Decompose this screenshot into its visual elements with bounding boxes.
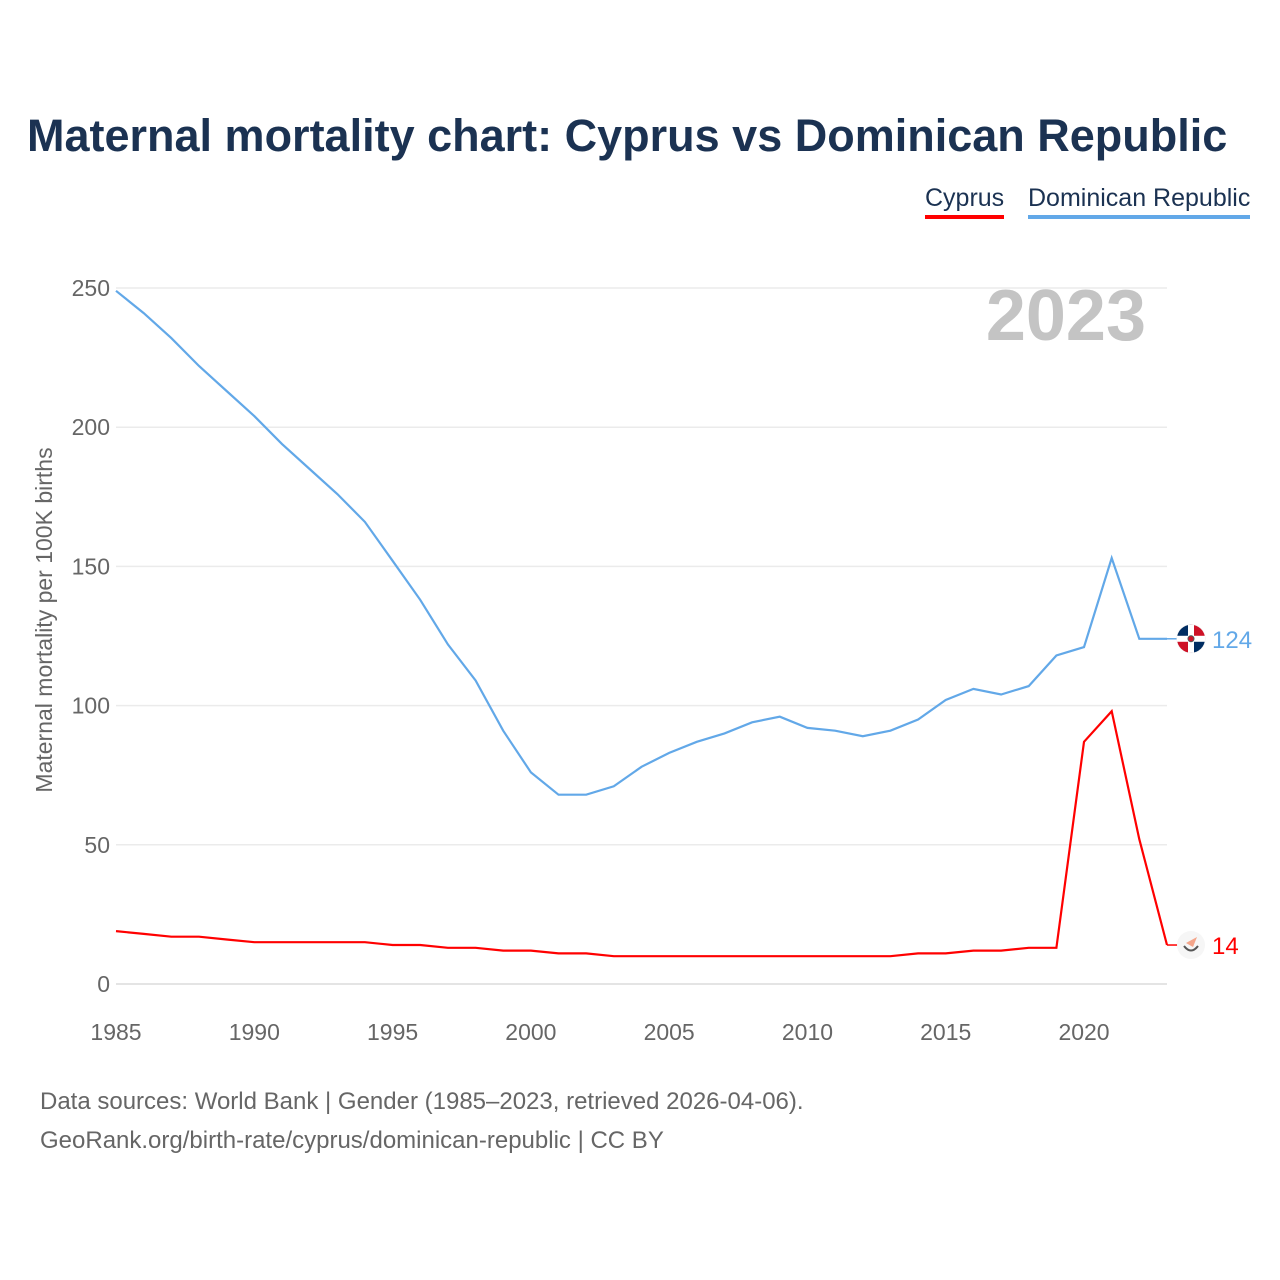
series-line-cyprus <box>115 708 1169 958</box>
chart-title: Maternal mortality chart: Cyprus vs Domi… <box>27 110 1228 161</box>
x-tick-label: 1985 <box>90 1019 141 1045</box>
y-tick-label: 150 <box>72 553 110 579</box>
x-tick-label: 1990 <box>229 1019 280 1045</box>
legend-dominican-republic[interactable]: Dominican Republic <box>1028 184 1251 219</box>
y-tick-label: 250 <box>72 275 110 301</box>
flag-part <box>1177 624 1191 639</box>
end-value-label: 124 <box>1212 627 1252 654</box>
y-tick-label: 100 <box>72 693 110 719</box>
end-value-label: 14 <box>1212 933 1239 960</box>
flag-part <box>1191 624 1205 639</box>
source-line-1: Data sources: World Bank | Gender (1985–… <box>40 1088 804 1115</box>
flag-part <box>1177 638 1191 653</box>
y-tick-label: 200 <box>72 414 110 440</box>
series-line-dominican-republic <box>115 289 1167 796</box>
x-tick-label: 2010 <box>782 1019 833 1045</box>
flag-part <box>1186 937 1197 948</box>
y-tick-label: 50 <box>84 832 110 858</box>
x-tick-label: 1995 <box>367 1019 418 1045</box>
x-tick-label: 2020 <box>1058 1019 1109 1045</box>
legend-cyprus[interactable]: Cyprus <box>925 184 1005 219</box>
y-tick-label: 0 <box>97 971 110 997</box>
year-watermark: 2023 <box>986 276 1146 356</box>
x-tick-label: 2000 <box>505 1019 556 1045</box>
source-line-2[interactable]: GeoRank.org/birth-rate/cyprus/dominican-… <box>40 1127 664 1154</box>
x-tick-label: 2015 <box>920 1019 971 1045</box>
y-axis-label: Maternal mortality per 100K births <box>31 447 57 792</box>
flag-part <box>1183 945 1199 952</box>
flag-part <box>1191 638 1205 653</box>
x-tick-label: 2005 <box>644 1019 695 1045</box>
flag-part <box>1187 635 1195 643</box>
